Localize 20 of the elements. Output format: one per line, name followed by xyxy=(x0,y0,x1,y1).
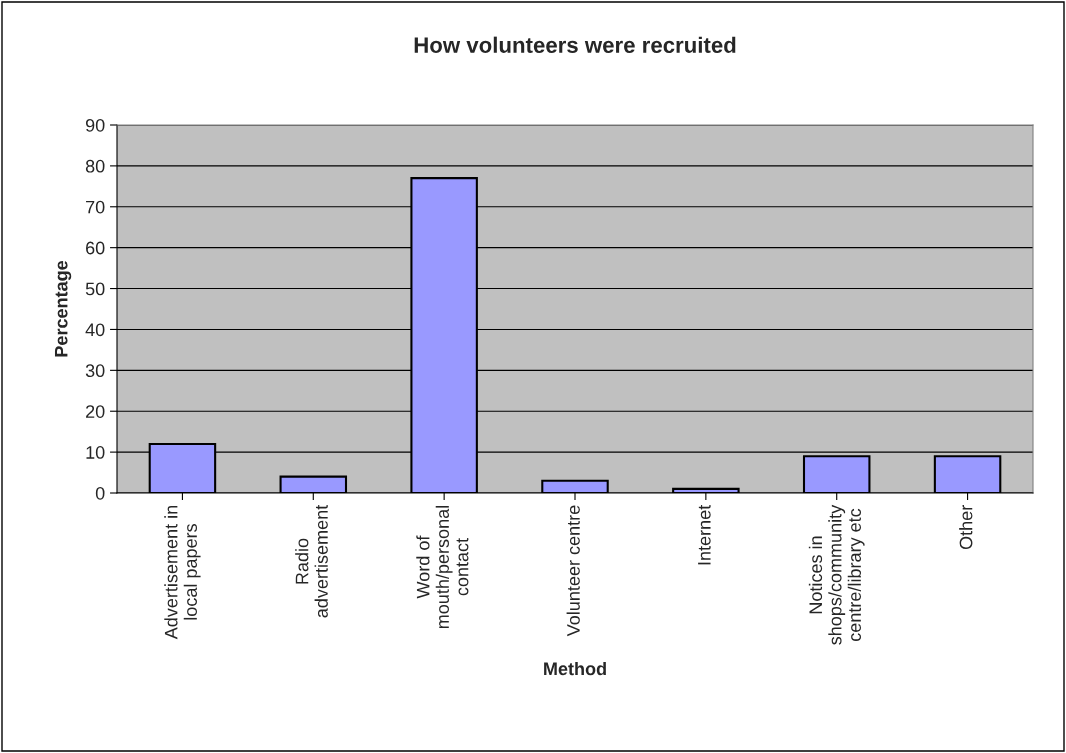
y-tick-label: 70 xyxy=(86,200,105,214)
y-tick-label: 90 xyxy=(85,118,105,132)
y-tick-label: 50 xyxy=(85,282,105,296)
y-tick-label: 60 xyxy=(86,241,105,255)
y-tick-label: 0 xyxy=(95,486,105,500)
chart-title: How volunteers were recruited xyxy=(414,36,736,53)
y-tick-label: 10 xyxy=(86,446,105,459)
y-tick-label: 30 xyxy=(85,364,105,378)
x-tick-label: Internet xyxy=(698,504,711,565)
x-tick-label: Advertisement in local papers xyxy=(164,505,201,640)
y-tick-label: 20 xyxy=(86,405,105,418)
x-tick-label: Other xyxy=(959,505,973,550)
x-tick-label: Word of mouth/personal contact xyxy=(416,506,469,629)
y-tick-label: 40 xyxy=(85,323,105,337)
y-tick-label: 80 xyxy=(85,159,105,173)
x-tick-label: Notices in shops/community centre/library etc xyxy=(808,504,865,645)
x-tick-label: Radio advertisement xyxy=(295,504,328,618)
y-axis-title: Percentage xyxy=(54,260,72,357)
x-axis-title: Method xyxy=(544,661,606,676)
x-tick-label: Volunteer centre xyxy=(566,505,580,637)
